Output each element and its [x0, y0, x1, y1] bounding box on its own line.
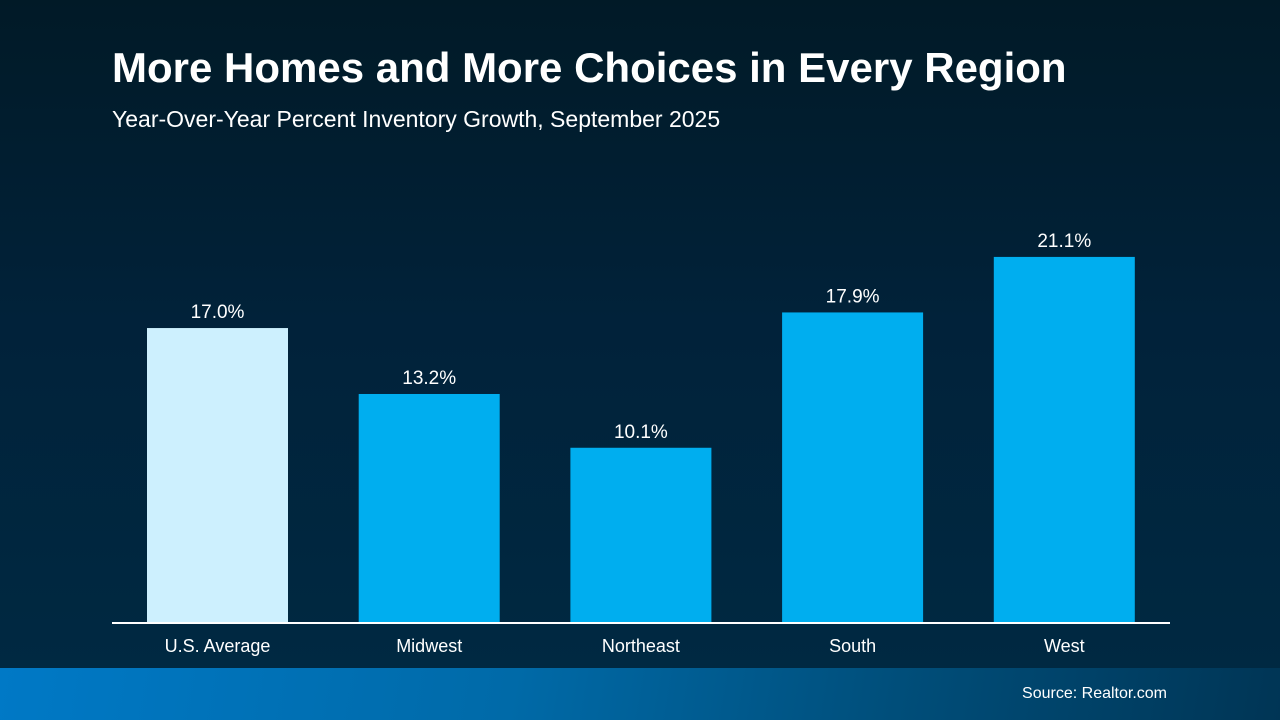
data-label: 21.1%	[1037, 231, 1091, 252]
bar-chart: 17.0% U.S. Average 13.2% Midwest 10.1% Northe…	[147, 231, 1135, 656]
chart-title: More Homes and More Choices in Every Reg…	[112, 44, 1067, 91]
data-label: 17.0%	[191, 302, 245, 323]
bar-u-s-average	[147, 328, 288, 623]
x-tick-label: West	[1044, 636, 1085, 656]
x-tick-label: Midwest	[396, 636, 462, 656]
bar-south	[782, 312, 924, 623]
data-label: 10.1%	[614, 422, 668, 443]
footer-band: Source: Realtor.com	[0, 668, 1280, 720]
data-label: 13.2%	[402, 368, 456, 389]
x-tick-label: U.S. Average	[165, 636, 271, 656]
source-note: Source: Realtor.com	[1022, 685, 1167, 702]
x-tick-label: South	[829, 636, 876, 656]
bar-midwest	[358, 393, 500, 623]
data-label: 17.9%	[826, 286, 880, 307]
chart-subtitle: Year-Over-Year Percent Inventory Growth,…	[112, 106, 721, 132]
bar-west	[993, 256, 1135, 623]
x-tick-label: Northeast	[602, 636, 680, 656]
bar-northeast	[570, 447, 712, 623]
